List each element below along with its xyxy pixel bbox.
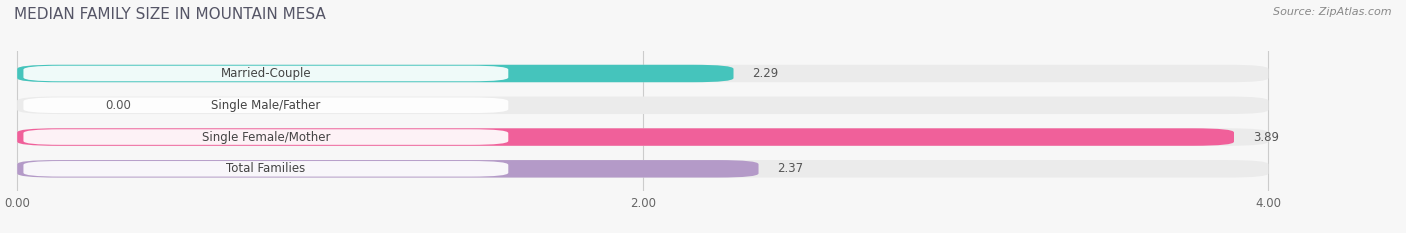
FancyBboxPatch shape <box>17 128 1268 146</box>
FancyBboxPatch shape <box>17 160 758 178</box>
Text: 3.89: 3.89 <box>1253 130 1279 144</box>
Text: Single Male/Father: Single Male/Father <box>211 99 321 112</box>
FancyBboxPatch shape <box>24 129 509 145</box>
FancyBboxPatch shape <box>17 65 734 82</box>
Text: 0.00: 0.00 <box>105 99 131 112</box>
FancyBboxPatch shape <box>24 97 509 113</box>
FancyBboxPatch shape <box>24 66 509 81</box>
Text: Single Female/Mother: Single Female/Mother <box>201 130 330 144</box>
Text: Married-Couple: Married-Couple <box>221 67 311 80</box>
Text: MEDIAN FAMILY SIZE IN MOUNTAIN MESA: MEDIAN FAMILY SIZE IN MOUNTAIN MESA <box>14 7 326 22</box>
Text: Total Families: Total Families <box>226 162 305 175</box>
FancyBboxPatch shape <box>24 161 509 177</box>
FancyBboxPatch shape <box>17 128 1234 146</box>
Text: 2.29: 2.29 <box>752 67 779 80</box>
Text: 2.37: 2.37 <box>778 162 803 175</box>
FancyBboxPatch shape <box>17 96 1268 114</box>
Text: Source: ZipAtlas.com: Source: ZipAtlas.com <box>1274 7 1392 17</box>
FancyBboxPatch shape <box>17 65 1268 82</box>
FancyBboxPatch shape <box>17 160 1268 178</box>
